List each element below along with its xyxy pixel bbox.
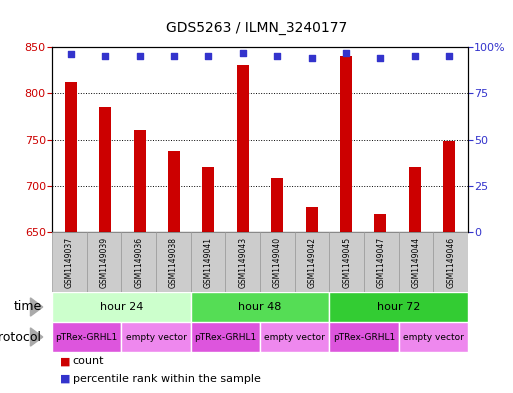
Bar xyxy=(271,178,283,232)
Bar xyxy=(191,292,329,322)
Bar xyxy=(374,215,386,232)
Text: GSM1149038: GSM1149038 xyxy=(169,237,178,288)
Text: time: time xyxy=(13,301,42,314)
Bar xyxy=(294,232,329,292)
Text: GSM1149041: GSM1149041 xyxy=(204,237,212,288)
Bar xyxy=(443,141,455,232)
Text: pTRex-GRHL1: pTRex-GRHL1 xyxy=(333,332,395,342)
Text: pTRex-GRHL1: pTRex-GRHL1 xyxy=(55,332,118,342)
Point xyxy=(445,53,453,59)
Point xyxy=(273,53,281,59)
Text: GSM1149036: GSM1149036 xyxy=(134,237,143,288)
Bar xyxy=(329,322,399,352)
Point xyxy=(135,53,144,59)
Bar xyxy=(65,82,77,232)
Bar xyxy=(191,232,225,292)
Bar xyxy=(306,207,318,232)
Point xyxy=(67,51,75,57)
Bar xyxy=(260,232,294,292)
Bar xyxy=(364,232,399,292)
Bar xyxy=(100,107,111,232)
Text: hour 48: hour 48 xyxy=(239,302,282,312)
Point xyxy=(170,53,178,59)
Text: GSM1149047: GSM1149047 xyxy=(377,237,386,288)
Text: ■: ■ xyxy=(60,374,70,384)
Bar xyxy=(260,322,329,352)
Bar xyxy=(122,322,191,352)
Bar xyxy=(409,167,421,232)
Text: empty vector: empty vector xyxy=(403,332,464,342)
Text: count: count xyxy=(72,356,104,366)
Bar xyxy=(329,232,364,292)
Text: GSM1149044: GSM1149044 xyxy=(411,237,421,288)
Text: empty vector: empty vector xyxy=(126,332,186,342)
Polygon shape xyxy=(30,298,43,316)
Text: hour 72: hour 72 xyxy=(377,302,420,312)
Point xyxy=(101,53,109,59)
Text: GSM1149042: GSM1149042 xyxy=(307,237,317,288)
Text: empty vector: empty vector xyxy=(264,332,325,342)
Text: pTRex-GRHL1: pTRex-GRHL1 xyxy=(194,332,256,342)
Point xyxy=(342,50,350,56)
Point xyxy=(239,50,247,56)
Bar xyxy=(399,322,468,352)
Bar xyxy=(52,322,122,352)
Text: GSM1149039: GSM1149039 xyxy=(100,237,109,288)
Text: GSM1149045: GSM1149045 xyxy=(342,237,351,288)
Polygon shape xyxy=(30,328,43,346)
Point xyxy=(307,55,315,61)
Text: GSM1149046: GSM1149046 xyxy=(446,237,455,288)
Bar xyxy=(122,232,156,292)
Text: percentile rank within the sample: percentile rank within the sample xyxy=(72,374,261,384)
Text: protocol: protocol xyxy=(0,331,42,343)
Bar xyxy=(168,151,180,232)
Bar xyxy=(433,232,468,292)
Bar xyxy=(52,292,191,322)
Bar xyxy=(156,232,191,292)
Point xyxy=(376,55,384,61)
Bar xyxy=(340,56,352,232)
Text: hour 24: hour 24 xyxy=(100,302,143,312)
Text: ■: ■ xyxy=(60,356,70,366)
Bar xyxy=(52,232,87,292)
Text: GDS5263 / ILMN_3240177: GDS5263 / ILMN_3240177 xyxy=(166,21,347,35)
Bar xyxy=(191,322,260,352)
Bar xyxy=(87,232,122,292)
Text: GSM1149040: GSM1149040 xyxy=(273,237,282,288)
Point xyxy=(204,53,212,59)
Bar xyxy=(399,232,433,292)
Text: GSM1149037: GSM1149037 xyxy=(65,237,74,288)
Bar xyxy=(134,130,146,232)
Bar xyxy=(225,232,260,292)
Point xyxy=(410,53,419,59)
Bar xyxy=(237,66,249,232)
Bar xyxy=(329,292,468,322)
Text: GSM1149043: GSM1149043 xyxy=(238,237,247,288)
Bar xyxy=(203,167,214,232)
